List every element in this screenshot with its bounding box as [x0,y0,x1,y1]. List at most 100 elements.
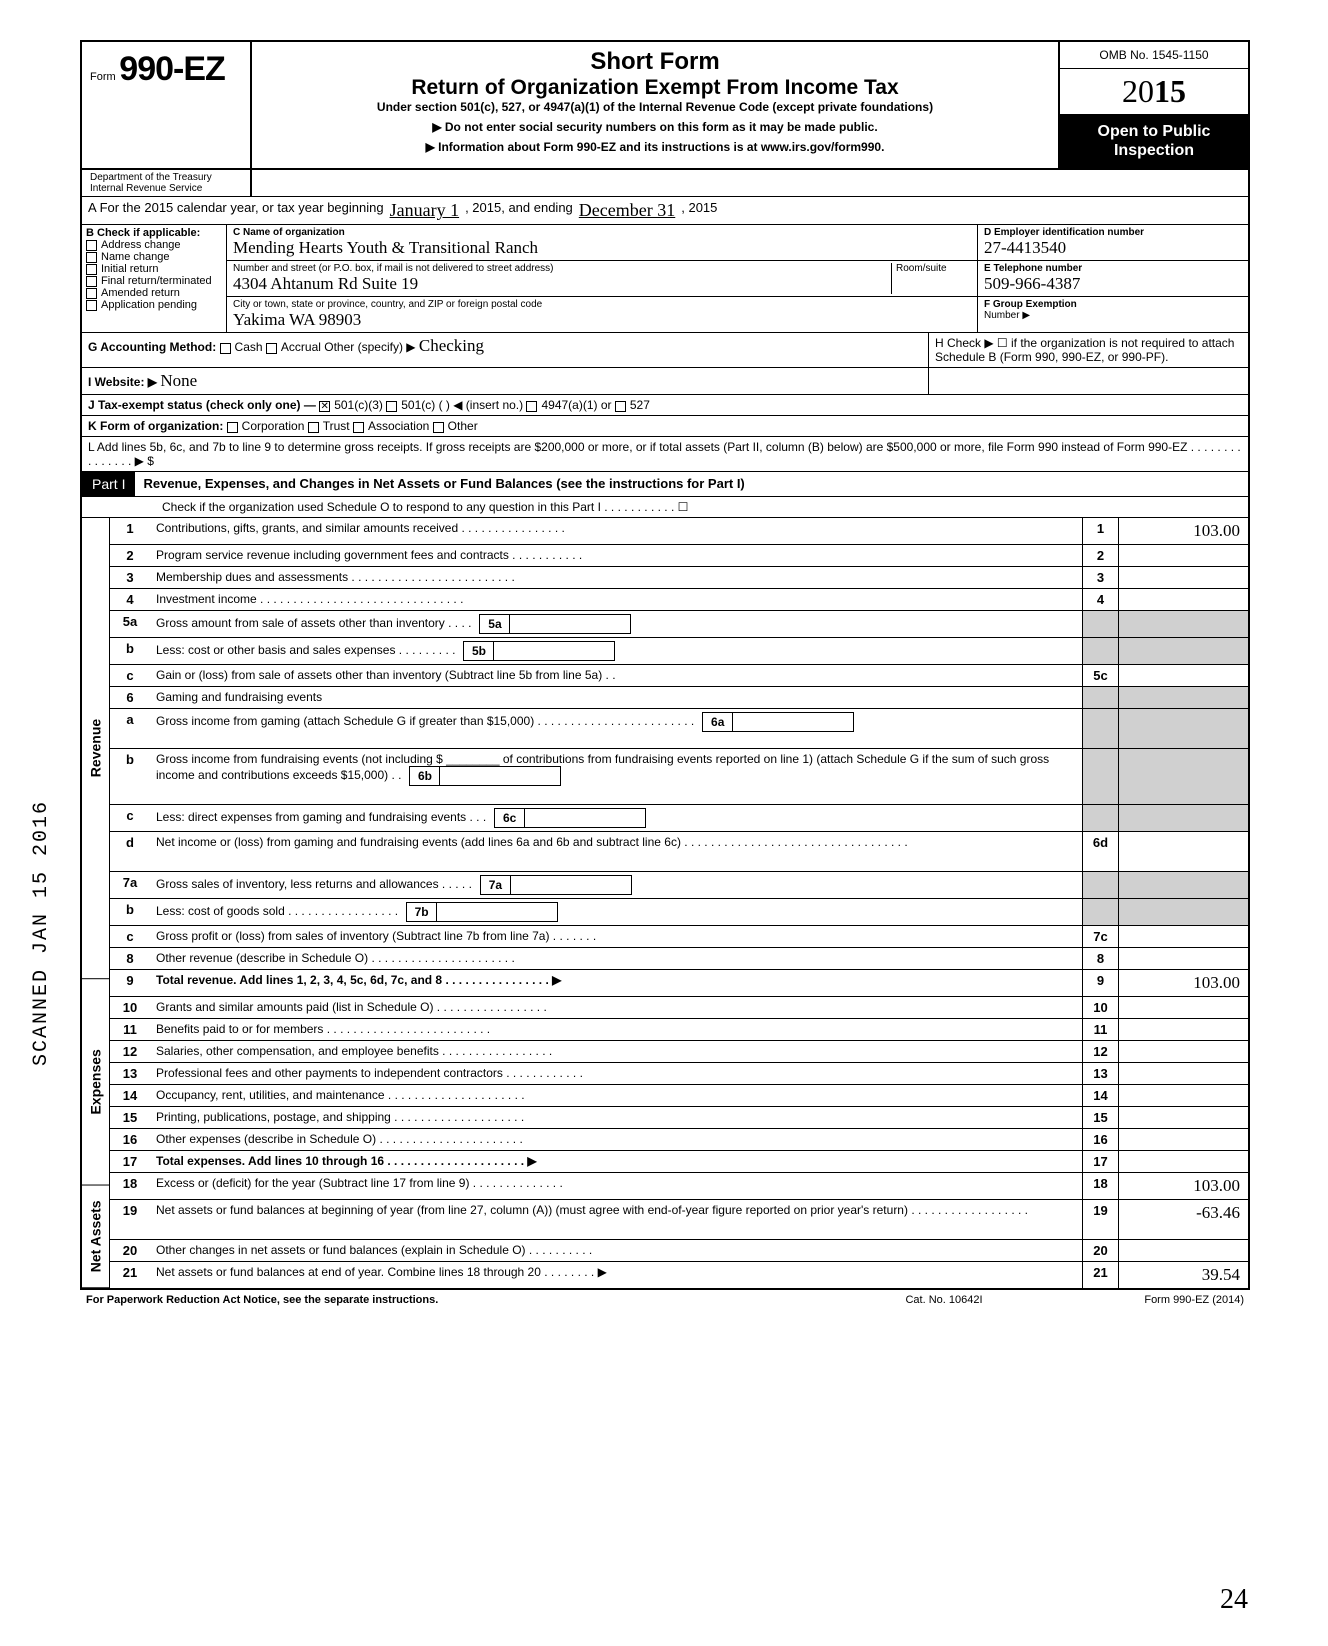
cb-pending[interactable] [86,300,97,311]
line-9: 9Total revenue. Add lines 1, 2, 3, 4, 5c… [110,970,1248,997]
line-7b: b Less: cost of goods sold . . . . . . .… [110,899,1248,926]
line-7c: cGross profit or (loss) from sales of in… [110,926,1248,948]
line-7a: 7a Gross sales of inventory, less return… [110,872,1248,899]
footer-formref: Form 990-EZ (2014) [1044,1294,1244,1306]
return-title: Return of Organization Exempt From Incom… [258,76,1052,100]
part1-header: Part I Revenue, Expenses, and Changes in… [82,472,1248,497]
line-2: 2Program service revenue including gover… [110,545,1248,567]
row-i-website: I Website: ▶ None [82,368,1248,395]
form-number: 990-EZ [119,50,225,88]
end-month: December 31 [573,200,681,221]
cb-cash[interactable] [220,343,231,354]
line-6: 6Gaming and fundraising events [110,687,1248,709]
cb-527[interactable] [615,401,626,412]
side-expenses: Expenses [82,980,109,1186]
row-k-form-org: K Form of organization: Corporation Trus… [82,416,1248,437]
line-19-value: -63.46 [1118,1200,1248,1239]
instr-ssn: ▶ Do not enter social security numbers o… [258,120,1052,134]
line-6c: c Less: direct expenses from gaming and … [110,805,1248,832]
cb-initial[interactable] [86,264,97,275]
line-14: 14Occupancy, rent, utilities, and mainte… [110,1085,1248,1107]
tax-year: 2015 [1060,69,1248,114]
city-state-zip: Yakima WA 98903 [233,310,971,330]
subtitle: Under section 501(c), 527, or 4947(a)(1)… [258,100,1052,114]
line-1: 1 Contributions, gifts, grants, and simi… [110,518,1248,545]
line-11: 11Benefits paid to or for members . . . … [110,1019,1248,1041]
row-l-gross-receipts: L Add lines 5b, 6c, and 7b to line 9 to … [82,437,1248,472]
cb-corp[interactable] [227,422,238,433]
line-21: 21Net assets or fund balances at end of … [110,1262,1248,1288]
row-h-schedule-b: H Check ▶ ☐ if the organization is not r… [928,333,1248,367]
ein: 27-4413540 [984,238,1242,258]
line-6d: dNet income or (loss) from gaming and fu… [110,832,1248,872]
part1-check: Check if the organization used Schedule … [82,497,1248,518]
line-9-value: 103.00 [1118,970,1248,996]
cb-amended[interactable] [86,288,97,299]
footer-paperwork: For Paperwork Reduction Act Notice, see … [86,1294,844,1306]
cb-4947[interactable] [526,401,537,412]
cb-501c[interactable] [386,401,397,412]
line-18: 18Excess or (deficit) for the year (Subt… [110,1173,1248,1200]
cb-501c3[interactable] [319,401,330,412]
line-8: 8Other revenue (describe in Schedule O) … [110,948,1248,970]
lines-column: 1 Contributions, gifts, grants, and simi… [110,518,1248,1288]
cb-addr-change[interactable] [86,240,97,251]
scanned-stamp: SCANNED JAN 15 2016 [30,800,53,1066]
line-17: 17Total expenses. Add lines 10 through 1… [110,1151,1248,1173]
cb-trust[interactable] [308,422,319,433]
part1-grid: Revenue Expenses Net Assets 1 Contributi… [82,518,1248,1288]
cb-other[interactable] [433,422,444,433]
line-5c: cGain or (loss) from sale of assets othe… [110,665,1248,687]
section-bcdef: B Check if applicable: Address change Na… [82,225,1248,333]
line-4: 4Investment income . . . . . . . . . . .… [110,589,1248,611]
col-b-checkboxes: B Check if applicable: Address change Na… [82,225,227,332]
part1-label: Part I [82,472,135,496]
line-19: 19Net assets or fund balances at beginni… [110,1200,1248,1240]
accounting-other: Checking [419,336,484,355]
cb-name-change[interactable] [86,252,97,263]
line-10: 10Grants and similar amounts paid (list … [110,997,1248,1019]
phone: 509-966-4387 [984,274,1242,294]
col-c-org: C Name of organization Mending Hearts Yo… [227,225,978,332]
open-public-badge: Open to Public Inspection [1060,114,1248,168]
line-15: 15Printing, publications, postage, and s… [110,1107,1248,1129]
begin-date: January 1 [384,200,465,221]
line-1-value: 103.00 [1118,518,1248,544]
cb-assoc[interactable] [353,422,364,433]
street-address: 4304 Ahtanum Rd Suite 19 [233,274,891,294]
header-center: Short Form Return of Organization Exempt… [252,42,1058,168]
line-13: 13Professional fees and other payments t… [110,1063,1248,1085]
side-revenue: Revenue [82,518,109,979]
line-12: 12Salaries, other compensation, and empl… [110,1041,1248,1063]
line-21-value: 39.54 [1118,1262,1248,1288]
row-a-tax-year: A For the 2015 calendar year, or tax yea… [82,197,1248,225]
line-20: 20Other changes in net assets or fund ba… [110,1240,1248,1262]
form-footer: For Paperwork Reduction Act Notice, see … [80,1290,1250,1310]
row-j-tax-status: J Tax-exempt status (check only one) — 5… [82,395,1248,416]
header-right: OMB No. 1545-1150 2015 Open to Public In… [1058,42,1248,168]
cb-final[interactable] [86,276,97,287]
form-header: Form 990-EZ Short Form Return of Organiz… [82,42,1248,170]
line-16: 16Other expenses (describe in Schedule O… [110,1129,1248,1151]
header-left: Form 990-EZ [82,42,252,168]
dept-treasury: Department of the Treasury Internal Reve… [82,170,252,196]
omb-number: OMB No. 1545-1150 [1060,42,1248,69]
form-prefix: Form [90,71,116,83]
short-form-title: Short Form [258,48,1052,76]
col-d-ein: D Employer identification number 27-4413… [978,225,1248,332]
line-6b: b Gross income from fundraising events (… [110,749,1248,805]
side-labels: Revenue Expenses Net Assets [82,518,110,1288]
line-5b: b Less: cost or other basis and sales ex… [110,638,1248,665]
part1-title: Revenue, Expenses, and Changes in Net As… [135,472,1248,496]
line-6a: a Gross income from gaming (attach Sched… [110,709,1248,749]
cb-accrual[interactable] [266,343,277,354]
row-g-accounting: G Accounting Method: Cash Accrual Other … [82,333,1248,368]
line-3: 3Membership dues and assessments . . . .… [110,567,1248,589]
instr-info: ▶ Information about Form 990-EZ and its … [258,140,1052,154]
form-990ez: Form 990-EZ Short Form Return of Organiz… [80,40,1250,1290]
website-value: None [160,371,197,390]
footer-catno: Cat. No. 10642I [844,1294,1044,1306]
org-name: Mending Hearts Youth & Transitional Ranc… [233,238,971,258]
line-18-value: 103.00 [1118,1173,1248,1199]
side-netassets: Net Assets [82,1185,109,1288]
